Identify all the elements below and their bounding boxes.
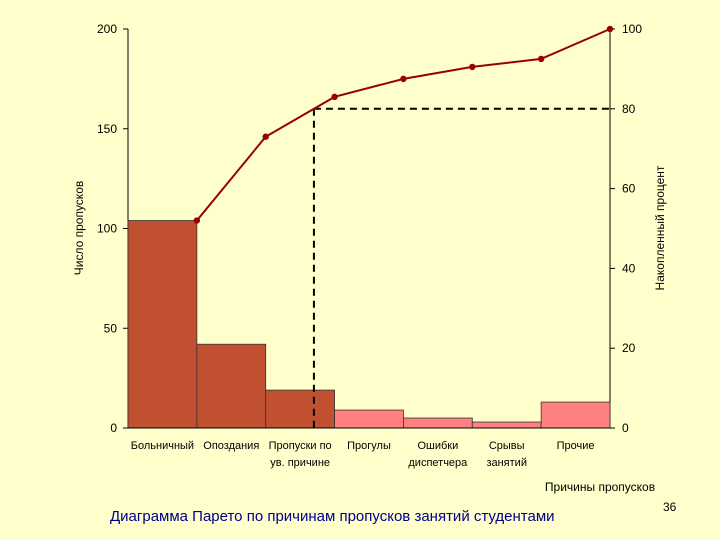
y2-tick-label: 60 [622, 182, 636, 196]
right-axis: 0 20 40 60 80 100 [609, 22, 642, 435]
x-tick-label: Прогулы [347, 440, 391, 452]
x-tick-label: Ошибки [417, 440, 458, 452]
x-tick-label: диспетчера [408, 457, 468, 469]
category-labels: Больничный Опоздания Пропуски по ув. причин… [131, 440, 595, 469]
y-tick-label: 100 [97, 222, 117, 236]
y-tick-label: 0 [110, 421, 117, 435]
y2-tick-label: 80 [622, 102, 636, 116]
y2-tick-label: 100 [622, 22, 642, 36]
x-tick-label: Пропуски по [269, 440, 332, 452]
x-tick-label: Срывы [489, 440, 525, 452]
x-axis-label: Причины пропусков [545, 480, 655, 494]
cumulative-point [262, 133, 269, 140]
cumulative-point [537, 55, 545, 63]
cumulative-point [193, 217, 201, 224]
y2-tick-label: 40 [622, 261, 636, 275]
bar [540, 401, 611, 429]
bar [196, 343, 267, 429]
bar [403, 417, 473, 429]
y-tick-label: 200 [97, 22, 117, 36]
y-axis-label: Число пропусков [72, 181, 86, 276]
cumulative-point [606, 25, 614, 33]
x-tick-label: Опоздания [203, 440, 259, 452]
threshold-lines [312, 107, 610, 428]
cumulative-point [469, 63, 476, 71]
chart-caption: Диаграмма Парето по причинам пропусков з… [110, 508, 555, 525]
y2-axis-label: Накопленный процент [653, 165, 667, 290]
x-tick-label: Прочие [557, 440, 595, 452]
y-tick-label: 50 [104, 321, 118, 335]
y2-tick-label: 20 [622, 341, 636, 355]
cumulative-point [400, 75, 407, 83]
bar [265, 389, 335, 429]
x-tick-label: занятий [486, 457, 527, 469]
left-axis: 0 50 100 150 200 [97, 22, 129, 435]
bars [127, 220, 611, 429]
bar [334, 409, 404, 429]
cumulative-line [193, 25, 614, 224]
y-tick-label: 150 [97, 122, 117, 136]
x-tick-label: Больничный [131, 440, 194, 452]
slide-number: 36 [663, 500, 677, 514]
cumulative-point [331, 93, 338, 101]
y2-tick-label: 0 [622, 421, 629, 435]
bar [127, 220, 198, 429]
cumulative-line-path [196, 28, 611, 222]
bar [471, 421, 542, 429]
x-tick-label: ув. причине [270, 457, 330, 469]
